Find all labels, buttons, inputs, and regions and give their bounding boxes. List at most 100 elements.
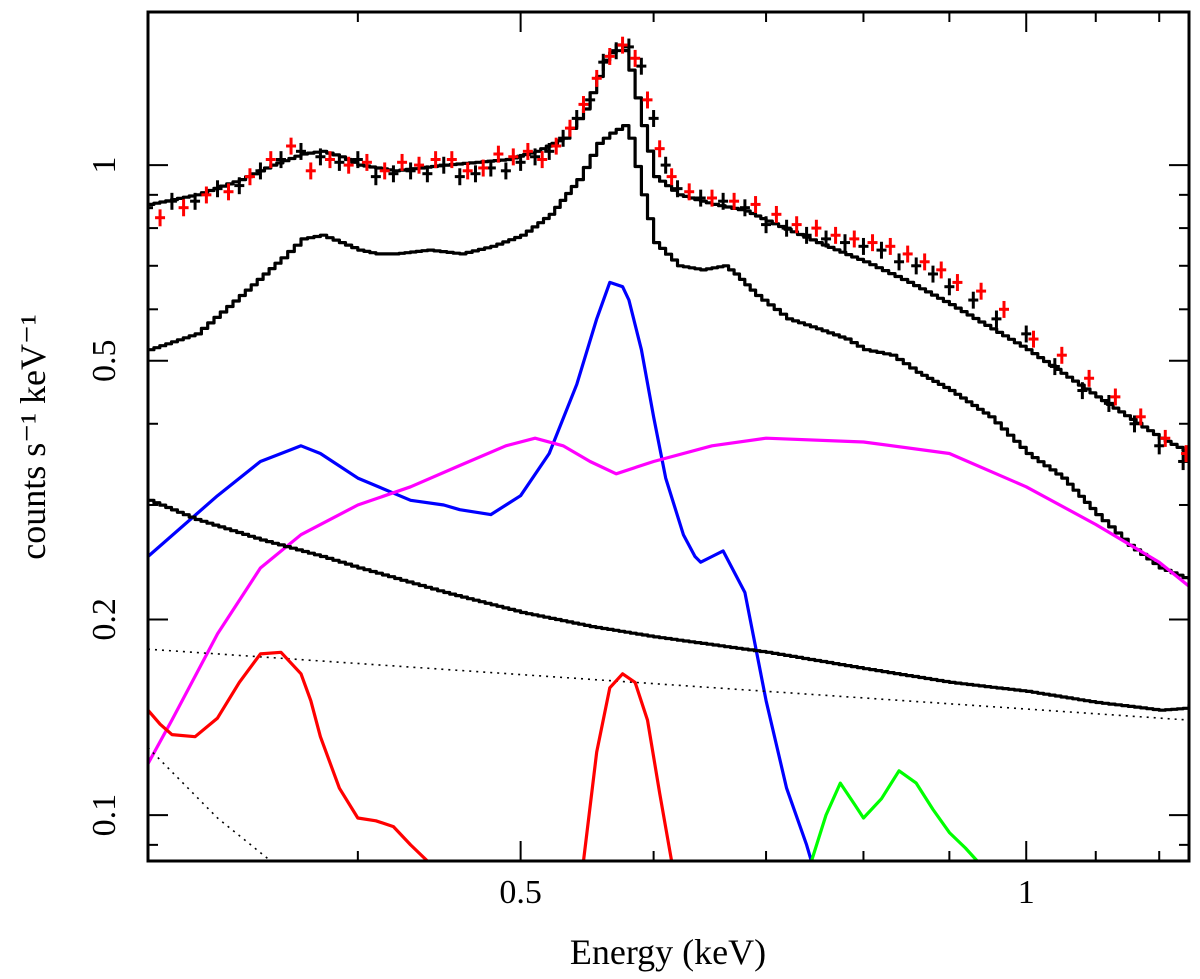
data-set-1-point: [295, 142, 306, 160]
data-set-1-point: [695, 189, 706, 207]
data-set-1-point: [801, 226, 812, 244]
blue-component-path: [148, 280, 814, 861]
data-set-2-point: [976, 282, 987, 300]
data-set-1-point: [761, 216, 772, 234]
data-set-1-point: [500, 162, 511, 180]
black-smooth-component-path: [148, 498, 1189, 712]
data-set-2-point: [591, 69, 602, 87]
data-set-2-point: [1181, 445, 1189, 463]
data-set-2-point: [324, 151, 335, 169]
data-set-2-point: [201, 186, 212, 204]
data-set-1-point: [166, 192, 177, 210]
data-set-2-point: [1110, 388, 1121, 406]
data-set-2-point: [414, 156, 425, 174]
data-set-1-point: [454, 168, 465, 186]
data-set-2-point: [223, 183, 234, 201]
data-set-2-point: [155, 209, 166, 227]
data-set-2-point: [551, 137, 562, 155]
data-set-1-point: [1129, 415, 1140, 433]
data-set-2-point: [1160, 429, 1171, 447]
data-set-1-point: [927, 265, 938, 283]
data-set-2-point: [178, 199, 189, 217]
data-set-1-point: [571, 110, 582, 127]
data-set-2-point: [604, 47, 615, 65]
dotted-power-law-path: [148, 648, 1189, 721]
data-set-1-point: [388, 165, 399, 183]
data-set-1-point: [558, 129, 569, 147]
stepped-component: [148, 124, 1189, 580]
magenta-component-path: [148, 436, 1189, 765]
data-set-2-point: [902, 245, 913, 263]
data-set-2-point: [750, 196, 761, 214]
data-set-1-point: [422, 165, 433, 183]
red-component-low-path: [148, 650, 429, 861]
dotted-power-law: [148, 648, 1189, 721]
data-set-1-point: [739, 199, 750, 217]
data-set-1-point: [438, 156, 449, 174]
data-set-1-point: [352, 151, 363, 169]
red-component-low: [148, 650, 429, 861]
data-set-1-point: [894, 253, 905, 271]
data-set-2-point: [286, 137, 297, 155]
data-set-2-point: [493, 145, 504, 163]
dotted-steep-component-path: [148, 747, 272, 861]
data-set-2-point: [397, 153, 408, 171]
data-set-2-point: [666, 168, 677, 186]
data-set-1-point: [839, 234, 850, 252]
x-axis-title: Energy (keV): [570, 932, 766, 972]
data-set-1-point: [781, 219, 792, 237]
data-set-1-point: [334, 153, 345, 171]
blue-component: [148, 280, 814, 861]
data-set-2-point: [1056, 346, 1067, 364]
total-model-path: [148, 43, 1189, 454]
data-set-1-point: [648, 110, 659, 127]
data-set-1-point: [515, 153, 526, 171]
data-set-2-point: [849, 230, 860, 248]
data-set-1-point: [821, 230, 832, 248]
x-tick-label: 0.5: [499, 874, 542, 911]
y-tick-label: 1: [86, 157, 123, 174]
data-set-2-point: [706, 189, 717, 207]
y-axis-title: counts s⁻¹ keV⁻¹: [13, 314, 53, 560]
data-set-1-point: [470, 165, 481, 183]
plot-frame: [146, 10, 1191, 863]
data-set-2: [155, 36, 1189, 463]
data-set-1-point: [148, 199, 153, 217]
data-set-2-point: [811, 219, 822, 237]
data-set-2-point: [885, 237, 896, 255]
data-set-2-point: [379, 162, 390, 180]
data-set-1: [148, 38, 1189, 471]
data-set-1-point: [672, 180, 683, 198]
data-set-2-point: [462, 162, 473, 180]
data-set-1-point: [405, 162, 416, 180]
data-set-2-point: [684, 183, 695, 201]
ticks-layer: [148, 12, 1189, 861]
y-tick-label: 0.2: [86, 598, 123, 641]
data-set-1-point: [623, 38, 634, 56]
data-set-1-point: [944, 278, 955, 296]
data-set-1-point: [1154, 437, 1165, 455]
magenta-component: [148, 436, 1189, 765]
data-set-1-point: [636, 57, 647, 75]
data-set-2-point: [537, 151, 548, 169]
data-set-1-point: [315, 148, 326, 166]
data-set-2-point: [343, 156, 354, 174]
tick-labels: 0.5 1 0.1 0.2 0.5 1: [86, 157, 1035, 911]
data-set-2-point: [564, 119, 575, 137]
data-set-1-point: [275, 151, 286, 169]
data-set-2-point: [729, 192, 740, 210]
data-set-1-point: [858, 237, 869, 255]
data-set-2-point: [999, 300, 1010, 318]
stepped-component-path: [148, 124, 1189, 580]
data-set-1-point: [598, 53, 609, 71]
data-set-2-point: [305, 162, 316, 180]
dotted-steep-component: [148, 747, 272, 861]
data-set-1-point: [611, 42, 622, 60]
data-set-1-point: [585, 91, 596, 109]
data-set-2-point: [361, 153, 372, 171]
data-set-1-point: [1049, 358, 1060, 376]
red-component-peak-path: [581, 672, 674, 861]
data-set-2-point: [642, 91, 653, 109]
data-set-2-point: [578, 96, 589, 113]
